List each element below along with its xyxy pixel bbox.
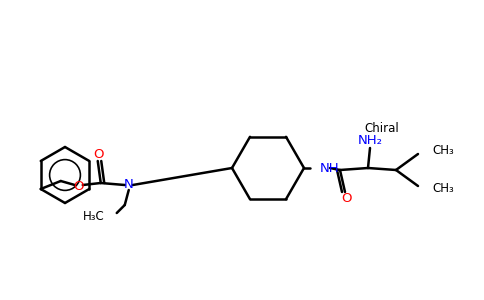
Text: NH: NH: [320, 161, 340, 175]
Text: O: O: [341, 193, 351, 206]
Text: NH₂: NH₂: [358, 134, 382, 146]
Text: O: O: [93, 148, 104, 160]
Text: CH₃: CH₃: [432, 145, 454, 158]
Text: H₃C: H₃C: [83, 211, 105, 224]
Text: N: N: [124, 178, 134, 191]
Text: CH₃: CH₃: [432, 182, 454, 196]
Text: O: O: [74, 179, 84, 193]
Text: Chiral: Chiral: [364, 122, 399, 134]
